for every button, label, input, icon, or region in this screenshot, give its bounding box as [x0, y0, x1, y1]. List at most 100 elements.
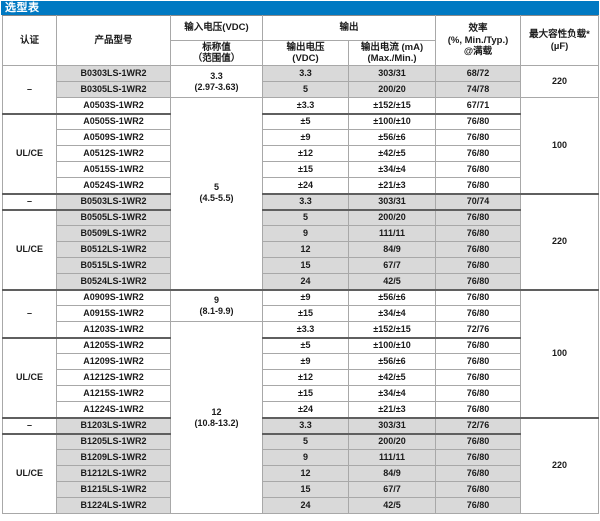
output-current-cell: 42/5: [347, 497, 437, 514]
efficiency-cell: 76/80: [435, 177, 522, 194]
output-voltage-cell: ±3.3: [262, 97, 349, 114]
cert-cell: UL/CE: [2, 112, 57, 194]
output-voltage-cell: ±3.3: [262, 321, 349, 338]
efficiency-cell: 76/80: [435, 369, 522, 386]
model-cell: A1205S-1WR2: [56, 336, 171, 354]
output-current-cell: ±21/±3: [347, 401, 437, 418]
efficiency-cell: 76/80: [435, 145, 522, 162]
output-current-cell: ±56/±6: [347, 129, 437, 146]
table-row: B0515LS-1WR2 15 67/7 76/80: [3, 257, 599, 274]
header-model: 产品型号: [56, 15, 171, 66]
efficiency-cell: 76/80: [435, 336, 522, 354]
output-current-cell: 84/9: [347, 241, 437, 258]
model-cell: A0515S-1WR2: [56, 161, 171, 178]
output-voltage-cell: ±24: [262, 401, 349, 418]
output-current-cell: ±100/±10: [347, 112, 437, 130]
output-current-cell: ±42/±5: [347, 145, 437, 162]
output-voltage-cell: 9: [262, 225, 349, 242]
table-row: A0524S-1WR2 ±24 ±21/±3 76/80: [3, 177, 599, 194]
output-current-cell: ±42/±5: [347, 369, 437, 386]
table-row: B0509LS-1WR2 9 111/11 76/80: [3, 225, 599, 242]
output-current-cell: 200/20: [347, 208, 437, 226]
output-current-cell: 111/11: [347, 449, 437, 466]
input-voltage-cell: 3.3 (2.97-3.63): [170, 65, 263, 98]
table-row: – A0909S-1WR2 9 (8.1-9.9) ±9 ±56/±6 76/80 100: [2, 288, 600, 418]
efficiency-cell: 76/80: [435, 288, 522, 306]
efficiency-cell: 74/78: [435, 81, 522, 98]
model-cell: B1209LS-1WR2: [56, 449, 171, 466]
header-cert: 认证: [2, 15, 57, 66]
model-cell: A0509S-1WR2: [56, 129, 171, 146]
table-row: B0512LS-1WR2 12 84/9 76/80: [3, 241, 599, 258]
efficiency-cell: 76/80: [435, 305, 522, 322]
model-cell: A1212S-1WR2: [56, 369, 171, 386]
cert-cell: –: [2, 288, 57, 338]
efficiency-cell: 70/74: [435, 192, 522, 210]
output-current-cell: 200/20: [347, 432, 437, 450]
table-body: – B0303LS-1WR2 3.3 (2.97-3.63) 3.3 303/31 68/…: [2, 65, 600, 514]
output-voltage-cell: 5: [262, 208, 349, 226]
output-voltage-cell: 3.3: [262, 192, 349, 210]
table-title-bar: 选型表: [1, 1, 599, 15]
model-cell: B0303LS-1WR2: [56, 65, 171, 82]
output-voltage-cell: 24: [262, 273, 349, 290]
model-cell: A1215S-1WR2: [56, 385, 171, 402]
model-cell: A0503S-1WR2: [56, 97, 171, 114]
table-row: A1215S-1WR2 ±15 ±34/±4 76/80: [3, 385, 599, 402]
output-current-cell: ±56/±6: [347, 288, 437, 306]
efficiency-cell: 76/80: [435, 273, 522, 290]
output-voltage-cell: ±24: [262, 177, 349, 194]
output-voltage-cell: ±12: [262, 145, 349, 162]
efficiency-cell: 67/71: [435, 97, 522, 114]
header-input-voltage: 输入电压(VDC): [170, 15, 263, 41]
model-cell: B1205LS-1WR2: [56, 432, 171, 450]
model-cell: B0515LS-1WR2: [56, 257, 171, 274]
efficiency-cell: 76/80: [435, 449, 522, 466]
table-row: B1212LS-1WR2 12 84/9 76/80: [3, 465, 599, 482]
model-cell: B1212LS-1WR2: [56, 465, 171, 482]
table-row: A0915S-1WR2 ±15 ±34/±4 76/80: [3, 305, 599, 322]
output-voltage-cell: 9: [262, 449, 349, 466]
cap-load-cell: 100: [520, 288, 600, 418]
output-current-cell: 303/31: [347, 416, 437, 434]
output-current-cell: ±56/±6: [347, 353, 437, 370]
table-row: – B1203LS-1WR2 3.3 303/31 72/76 220: [2, 416, 600, 514]
output-current-cell: 111/11: [347, 225, 437, 242]
efficiency-cell: 76/80: [435, 161, 522, 178]
cert-cell: UL/CE: [2, 432, 57, 514]
table-row: B1209LS-1WR2 9 111/11 76/80: [3, 449, 599, 466]
header-output: 输出: [261, 15, 437, 41]
output-voltage-cell: ±5: [262, 112, 349, 130]
output-voltage-cell: 15: [262, 481, 349, 498]
model-cell: B0505LS-1WR2: [56, 208, 171, 226]
efficiency-cell: 76/80: [435, 129, 522, 146]
output-current-cell: ±21/±3: [347, 177, 437, 194]
cert-cell: –: [2, 65, 57, 114]
efficiency-cell: 76/80: [435, 257, 522, 274]
table-row: A1212S-1WR2 ±12 ±42/±5 76/80: [3, 369, 599, 386]
output-current-cell: ±100/±10: [347, 336, 437, 354]
efficiency-cell: 76/80: [435, 481, 522, 498]
model-cell: A0505S-1WR2: [56, 112, 171, 130]
output-current-cell: ±34/±4: [347, 161, 437, 178]
efficiency-cell: 76/80: [435, 225, 522, 242]
cert-cell: –: [2, 416, 57, 434]
output-voltage-cell: 12: [262, 241, 349, 258]
model-cell: A0909S-1WR2: [56, 288, 171, 306]
table-row: UL/CE A0505S-1WR2 ±5 ±100/±10 76/80: [2, 112, 599, 194]
model-cell: B0512LS-1WR2: [56, 241, 171, 258]
table-row: A0512S-1WR2 ±12 ±42/±5 76/80: [3, 145, 599, 162]
efficiency-cell: 76/80: [435, 241, 522, 258]
input-voltage-cell: 9 (8.1-9.9): [170, 288, 263, 322]
table-row: B0524LS-1WR2 24 42/5 76/80: [3, 273, 599, 290]
output-voltage-cell: 24: [262, 497, 349, 514]
cap-load-cell: 220: [520, 65, 600, 98]
efficiency-cell: 76/80: [435, 465, 522, 482]
model-cell: A0524S-1WR2: [56, 177, 171, 194]
output-current-cell: ±152/±15: [347, 97, 437, 114]
selection-table: 认证 产品型号 输入电压(VDC) 输出 效率 (%, Min./Typ.) @…: [2, 15, 600, 514]
output-current-cell: 303/31: [347, 65, 437, 82]
cert-cell: UL/CE: [2, 336, 57, 418]
output-voltage-cell: ±15: [262, 305, 349, 322]
